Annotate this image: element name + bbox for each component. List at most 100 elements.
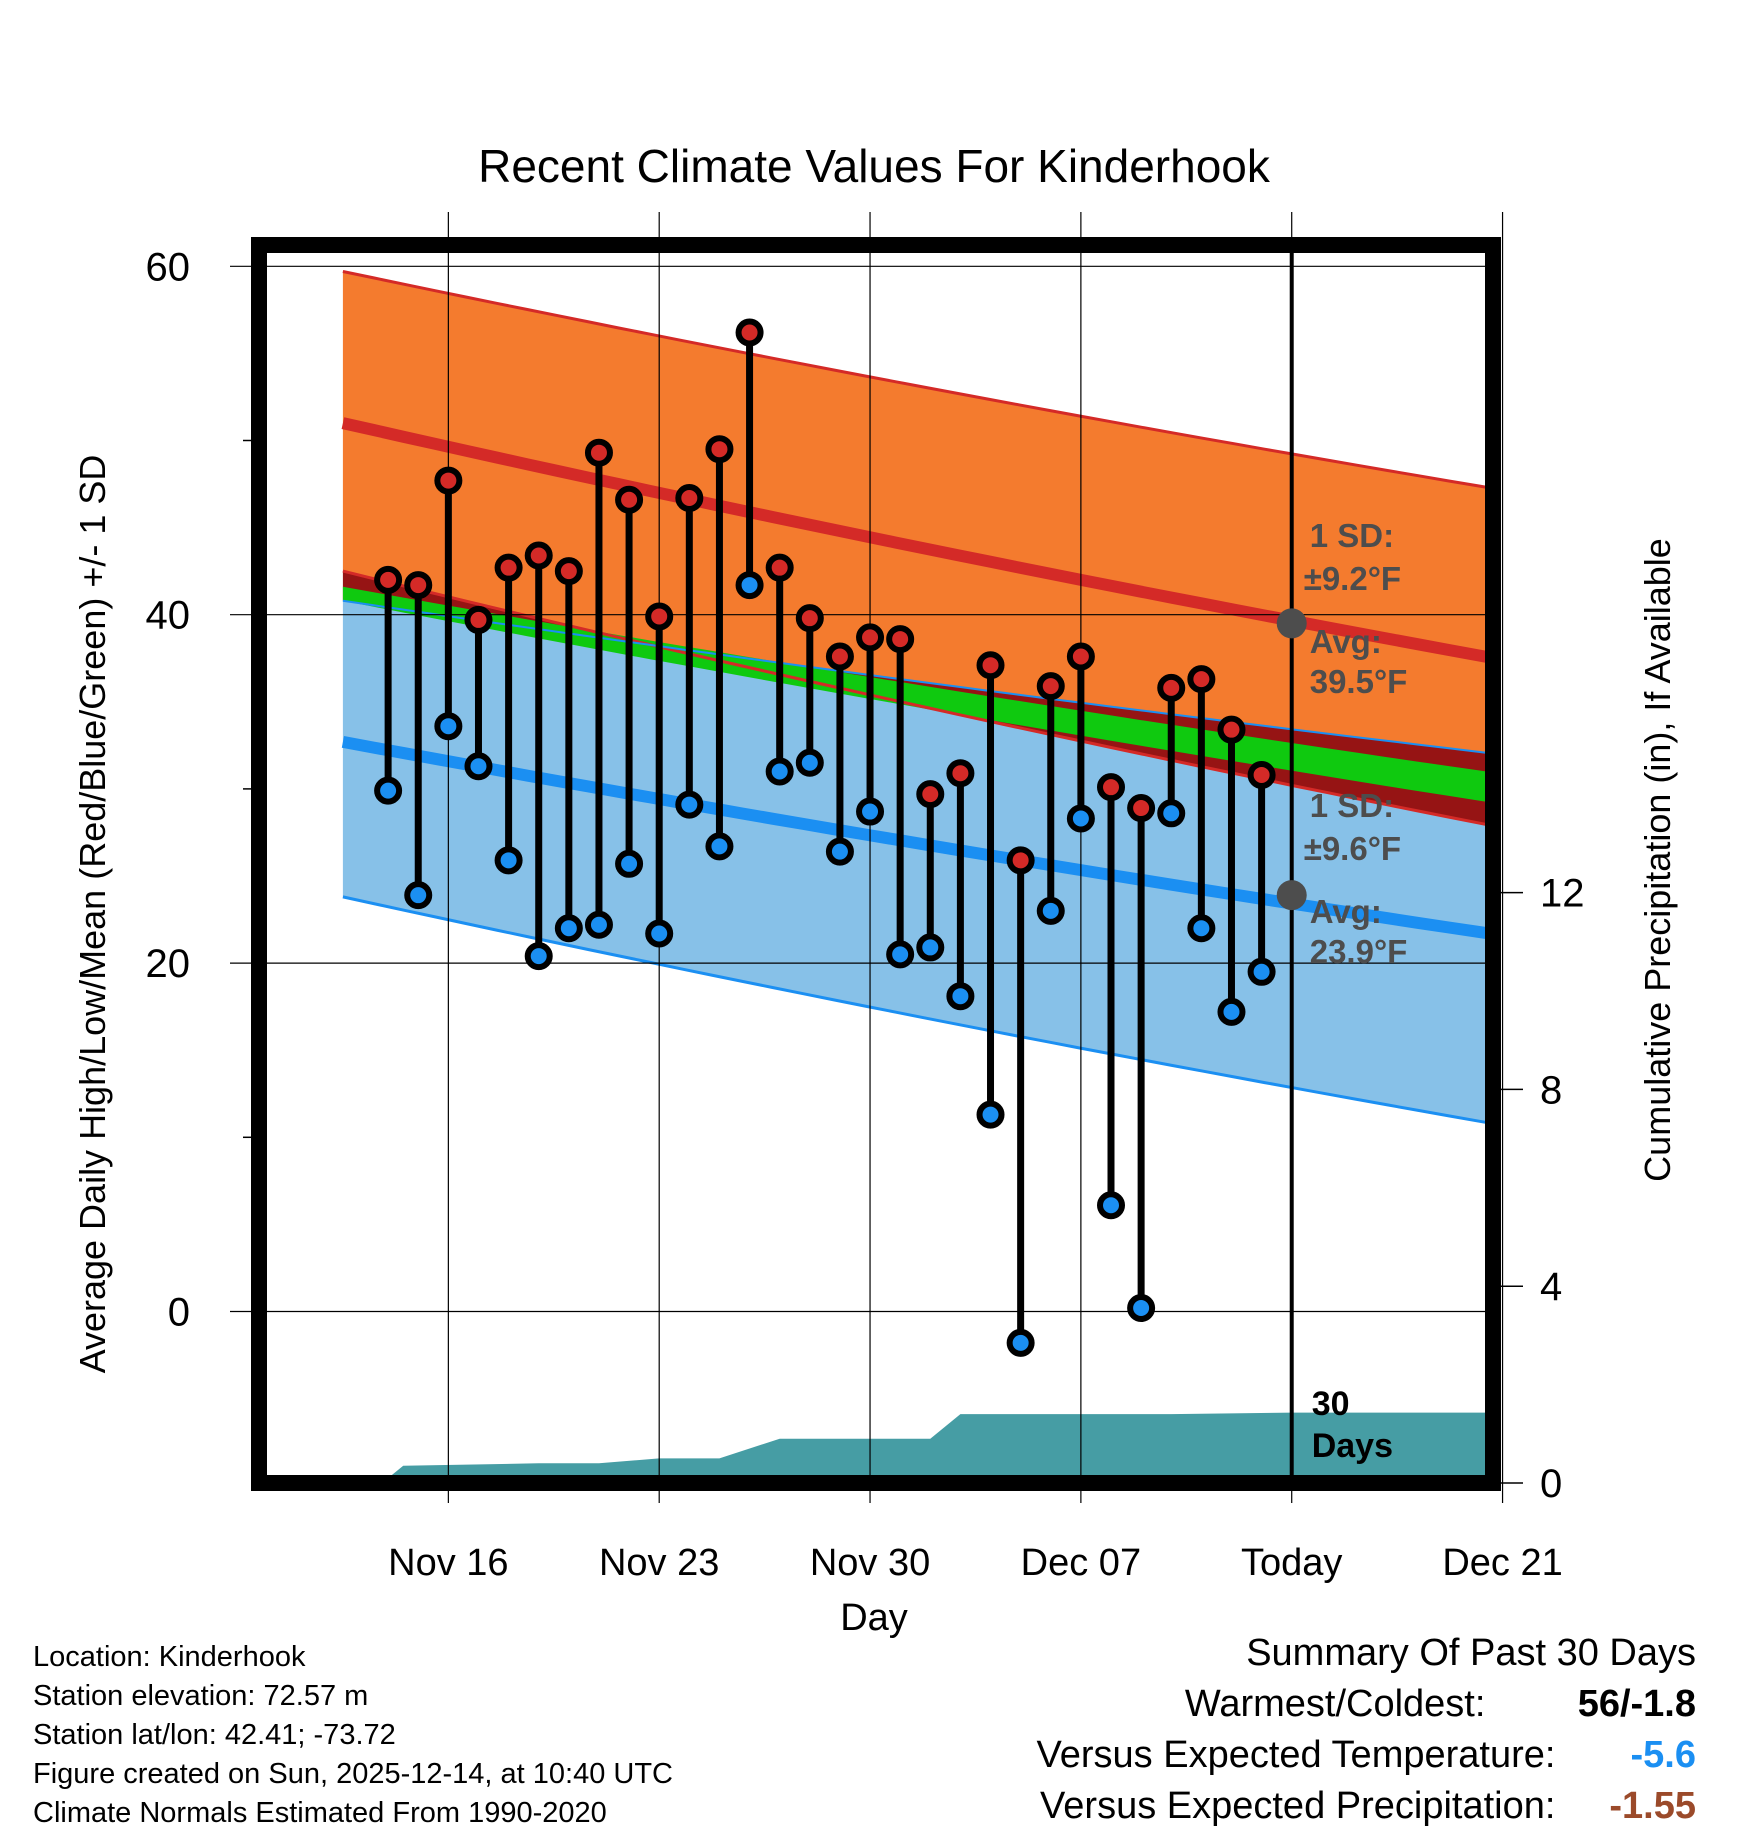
x-tick-label: Dec 07 [1021,1542,1141,1584]
x-tick-label: Nov 16 [388,1542,508,1584]
station-info: Location: Kinderhook Station elevation: … [33,1638,673,1833]
daily-high-point [705,435,734,464]
daily-high-point [374,565,403,594]
daily-low-point [825,837,854,866]
daily-high-point [494,553,523,582]
daily-high-point [1157,673,1186,702]
created-text: Figure created on Sun, 2025-12-14, at 10… [33,1758,673,1790]
daily-high-point [524,541,553,570]
daily-low-point [916,933,945,962]
daily-low-point [374,776,403,805]
daily-low-point [1097,1191,1125,1220]
precip-value: -1.55 [1609,1785,1696,1827]
summary-precip-row: Versus Expected Precipitation: -1.55 [1037,1781,1696,1832]
y-tick-label: 0 [168,1291,190,1335]
elevation-text: Station elevation: 72.57 m [33,1680,369,1712]
high-upper-line [342,270,1493,490]
daily-low-point [404,881,433,910]
daily-low-point [1006,1328,1035,1357]
daily-low-point [615,849,644,878]
daily-high-point [615,485,644,514]
daily-high-point [675,483,704,512]
daily-high-point [976,651,1005,680]
daily-high-point [1097,773,1125,802]
daily-high-point [825,642,854,671]
daily-low-point [1127,1294,1156,1323]
daily-high-point [1247,760,1276,789]
daily-low-point [645,919,674,948]
period-label-line2: Days [1312,1427,1393,1465]
daily-low-point [675,790,704,819]
y-tick-label: 40 [146,594,191,638]
high-mean-line [341,417,1493,665]
daily-high-point [886,625,915,654]
high-sd-label: 1 SD: [1310,517,1394,554]
daily-low-point [1066,804,1095,833]
precip-label: Versus Expected Precipitation: [1040,1785,1556,1827]
y2-tick-label: 12 [1540,872,1585,916]
daily-high-point [434,466,463,495]
daily-low-point [735,571,764,600]
daily-low-point [494,846,523,875]
daily-high-point [765,553,794,582]
daily-low-point [795,748,824,777]
warmest-value: 56/-1.8 [1577,1683,1696,1725]
low-avg-label: Avg: [1310,893,1382,930]
daily-high-point [645,602,674,631]
plot-frame [251,237,1501,1491]
daily-low-point [464,752,493,781]
x-axis-label: Day [840,1597,908,1639]
high-avg-label: Avg: [1310,623,1382,660]
y-tick-label: 60 [146,245,191,289]
period-label-line1: 30 [1312,1385,1350,1423]
daily-low-point [434,712,463,741]
daily-low-point [1217,997,1246,1026]
high-avg-dot [1276,608,1307,639]
high-sd-value: ±9.2°F [1304,560,1401,597]
summary-panel: Summary Of Past 30 Days Warmest/Coldest:… [1037,1628,1696,1832]
daily-low-point [584,910,613,939]
low-upper-line [342,599,1493,755]
daily-high-point [1127,794,1156,823]
daily-high-point [1006,846,1035,875]
y2-tick-label: 8 [1540,1068,1562,1112]
daily-high-point [946,759,975,788]
high-avg-value: 39.5°F [1310,663,1408,700]
y-axis-label: Average Daily High/Low/Mean (Red/Blue/Gr… [72,455,113,1374]
chart-title: Recent Climate Values For Kinderhook [478,140,1271,192]
daily-low-point [554,914,583,943]
low-sd-label: 1 SD: [1310,787,1394,824]
temp-value: -5.6 [1630,1734,1696,1776]
warmest-label: Warmest/Coldest: [1184,1683,1486,1725]
y-tick-label: 20 [146,942,191,986]
daily-high-point [554,557,583,586]
summary-warmest-row: Warmest/Coldest: 56/-1.8 [1037,1679,1696,1730]
daily-high-point [464,605,493,634]
temp-label: Versus Expected Temperature: [1036,1734,1556,1776]
daily-high-point [735,318,764,347]
daily-high-point [916,780,945,809]
y2-tick-label: 0 [1540,1462,1562,1506]
daily-low-point [886,940,915,969]
y2-axis-label: Cumulative Precipitation (in), If Availa… [1637,538,1678,1182]
daily-high-point [795,604,824,633]
daily-low-point [856,797,885,826]
x-tick-label: Dec 21 [1442,1542,1562,1584]
daily-low-point [976,1100,1005,1129]
y2-tick-label: 4 [1540,1265,1562,1309]
daily-high-point [1066,642,1095,671]
summary-title: Summary Of Past 30 Days [1246,1632,1696,1674]
daily-low-point [1247,957,1276,986]
low-lower-line [342,895,1493,1126]
daily-low-point [524,942,553,971]
x-tick-label: Nov 23 [599,1542,719,1584]
daily-low-point [1187,914,1216,943]
precip-area [342,1412,1493,1483]
daily-high-point [1036,672,1065,701]
daily-low-point [705,832,734,861]
x-tick-label: Nov 30 [810,1542,930,1584]
daily-high-point [1187,665,1216,694]
low-avg-dot [1276,880,1307,911]
daily-high-point [404,571,433,600]
